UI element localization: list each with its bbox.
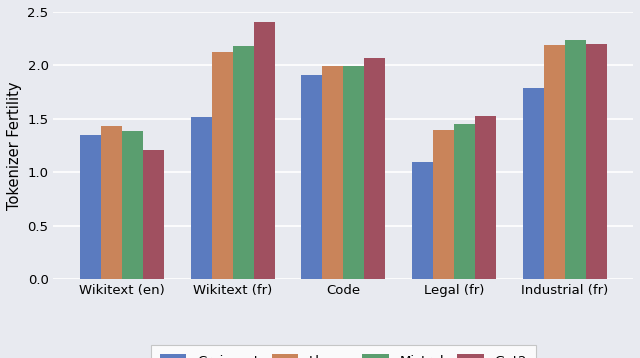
Bar	[101, 126, 122, 279]
Bar	[543, 45, 564, 279]
Bar	[301, 75, 322, 279]
Bar	[475, 116, 496, 279]
Bar	[232, 46, 253, 279]
Bar	[586, 44, 607, 279]
Bar	[212, 52, 232, 279]
Bar	[80, 135, 101, 279]
Legend: Croissant, Llama, Mistral, Gpt2: Croissant, Llama, Mistral, Gpt2	[151, 345, 536, 358]
Y-axis label: Tokenizer Fertility: Tokenizer Fertility	[7, 81, 22, 210]
Bar	[322, 67, 343, 279]
Bar	[433, 130, 454, 279]
Bar	[253, 21, 275, 279]
Bar	[523, 88, 543, 279]
Bar	[122, 131, 143, 279]
Bar	[564, 40, 586, 279]
Bar	[343, 67, 364, 279]
Bar	[412, 161, 433, 279]
Bar	[454, 124, 475, 279]
Bar	[191, 117, 212, 279]
Bar	[143, 150, 164, 279]
Bar	[364, 58, 385, 279]
